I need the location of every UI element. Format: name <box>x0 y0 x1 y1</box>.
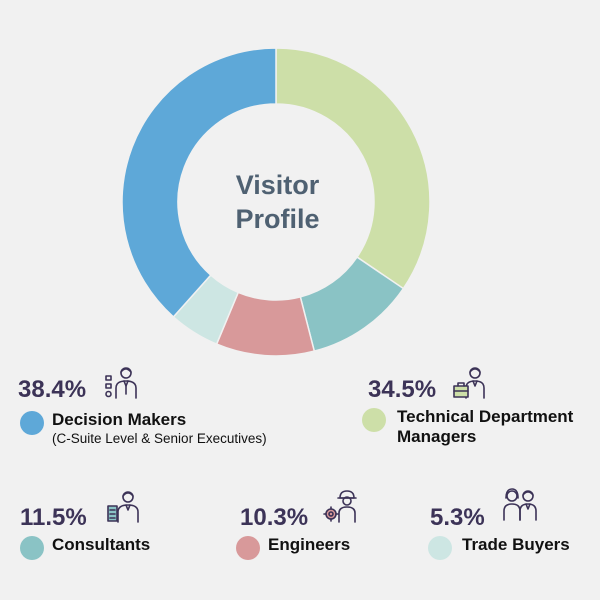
legend-percent-technical-managers: 34.5% <box>368 376 437 403</box>
legend-percent-consultants: 11.5% <box>20 504 87 531</box>
legend-label-technical-managers-text: Technical Department Managers <box>397 407 574 446</box>
legend-percent-trade-buyers: 5.3% <box>430 504 485 531</box>
legend-label-decision-makers: Decision Makers <box>52 410 187 429</box>
legend-dot-trade-buyers <box>428 536 452 560</box>
legend-dot-technical-managers <box>362 408 386 432</box>
legend-label-engineers: Engineers <box>268 535 351 554</box>
executive-icon <box>105 367 137 399</box>
legend-label-technical-managers: Technical Department Managers <box>397 407 597 447</box>
legend-dot-engineers <box>236 536 260 560</box>
chart-title-line-1: Visitor <box>235 170 320 200</box>
manager-briefcase-icon <box>453 367 485 399</box>
chart-title: Visitor Profile <box>175 168 380 236</box>
legend-percent-engineers: 10.3% <box>240 504 309 531</box>
legend-label-consultants: Consultants <box>52 535 151 554</box>
trade-buyers-icon <box>503 488 537 521</box>
legend-sublabel-decision-makers: (C-Suite Level & Senior Executives) <box>52 431 267 446</box>
legend-label-trade-buyers: Trade Buyers <box>462 535 570 554</box>
donut-slice-technical-department-managers <box>275 47 431 290</box>
legend-percent-decision-makers: 38.4% <box>18 376 87 403</box>
legend-dot-consultants <box>20 536 44 560</box>
donut-chart <box>121 47 431 357</box>
consultant-icon <box>107 491 139 523</box>
legend-dot-decision-makers <box>20 411 44 435</box>
donut-slice-decision-makers <box>121 47 277 318</box>
engineer-gear-icon <box>323 490 357 523</box>
chart-title-line-2: Profile <box>235 204 320 234</box>
